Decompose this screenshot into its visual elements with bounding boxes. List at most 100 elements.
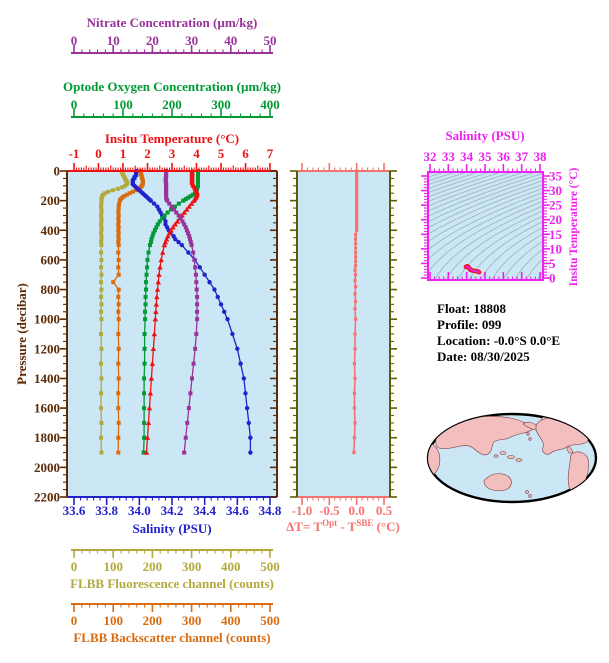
data-point <box>244 405 250 411</box>
tick-label: 1200 <box>34 341 60 356</box>
data-point <box>116 272 121 277</box>
data-point <box>99 309 104 314</box>
data-point <box>99 287 104 292</box>
isopycnal-contour <box>514 248 543 280</box>
isopycnal-contour <box>428 172 481 190</box>
data-point <box>158 257 164 263</box>
data-point <box>353 233 358 237</box>
tick-label: 20 <box>549 212 562 227</box>
tick-label: 37 <box>515 149 529 164</box>
data-point <box>353 268 357 272</box>
data-point <box>116 219 121 224</box>
data-point <box>355 228 359 232</box>
data-point <box>353 279 357 283</box>
tick-label: 600 <box>41 252 61 267</box>
tick-label: 1600 <box>34 401 60 416</box>
data-point <box>122 183 127 188</box>
data-point <box>174 210 179 215</box>
data-point <box>152 316 159 322</box>
tick-label: 0 <box>71 33 78 48</box>
map-australia <box>483 473 512 492</box>
data-point <box>355 216 359 221</box>
pressure-axis-title: Pressure (decibar) <box>14 283 29 385</box>
tick-label: 7 <box>267 146 274 161</box>
data-point <box>183 197 188 202</box>
delta-plot-area <box>297 171 390 497</box>
tick-label: 5 <box>218 146 225 161</box>
data-point <box>171 207 176 212</box>
tick-label: 400 <box>41 223 61 238</box>
data-point <box>154 294 160 300</box>
tick-label: 500 <box>260 559 280 574</box>
map-island <box>507 455 515 459</box>
data-point <box>99 210 104 215</box>
data-point <box>99 265 104 270</box>
tick-label: 36 <box>497 149 511 164</box>
data-point <box>191 197 197 203</box>
data-point <box>176 201 181 206</box>
tick-label: 200 <box>41 193 61 208</box>
data-point <box>184 206 190 212</box>
tick-label: 50 <box>264 33 277 48</box>
data-point <box>116 287 121 292</box>
data-point <box>116 302 121 307</box>
data-point <box>353 259 358 263</box>
isopycnal-contour <box>428 172 515 202</box>
data-point <box>99 346 104 351</box>
data-point <box>117 198 122 203</box>
data-point <box>162 213 167 218</box>
data-point <box>186 250 191 255</box>
isopycnal-contour <box>428 172 458 182</box>
tick-label: 32 <box>424 149 437 164</box>
tick-label: 100 <box>113 97 133 112</box>
tick-label: 200 <box>143 613 163 628</box>
tick-label: 200 <box>162 97 182 112</box>
isopycnal-contour <box>428 172 504 198</box>
data-point <box>355 187 359 191</box>
isopycnal-contour <box>428 172 527 207</box>
data-point <box>355 184 359 188</box>
isopycnal-contour <box>428 192 543 251</box>
data-point <box>148 375 155 381</box>
data-point <box>355 175 359 179</box>
data-point <box>246 420 251 426</box>
data-point <box>99 332 104 336</box>
data-point <box>355 202 359 206</box>
data-point <box>127 191 132 196</box>
data-point <box>355 204 359 209</box>
data-point <box>186 203 192 209</box>
data-point <box>106 189 111 194</box>
data-point <box>99 198 104 203</box>
data-point <box>182 222 187 227</box>
data-point <box>116 309 121 314</box>
tick-label: 1 <box>120 146 127 161</box>
data-point <box>170 224 176 230</box>
data-point <box>355 172 359 176</box>
data-point <box>355 210 359 215</box>
data-point <box>243 391 248 396</box>
location-text: Location: -0.0°S 0.0°E <box>437 333 560 348</box>
data-point <box>99 361 104 366</box>
map-alaska <box>522 421 537 431</box>
data-point <box>116 213 121 218</box>
world-map <box>426 412 598 504</box>
tick-label: 0.0 <box>349 0 365 3</box>
data-point <box>183 225 188 230</box>
data-point <box>145 257 150 262</box>
data-point <box>116 361 121 366</box>
data-point <box>179 242 184 248</box>
data-point <box>176 213 181 218</box>
data-point <box>99 222 104 227</box>
tick-label: 34.6 <box>226 503 249 518</box>
data-point <box>148 240 153 245</box>
tick-label: -0.5 <box>319 0 340 3</box>
data-point <box>352 362 357 366</box>
fluorescence-axis-title: FLBB Fluorescence channel (counts) <box>70 576 274 591</box>
data-point <box>99 250 104 255</box>
data-point <box>142 361 147 366</box>
data-point <box>173 236 178 242</box>
data-point <box>99 204 104 209</box>
tick-label: 3 <box>169 146 176 161</box>
delta-t-axis-title: ΔT= TOpt - TSBE (°C) <box>286 518 400 534</box>
